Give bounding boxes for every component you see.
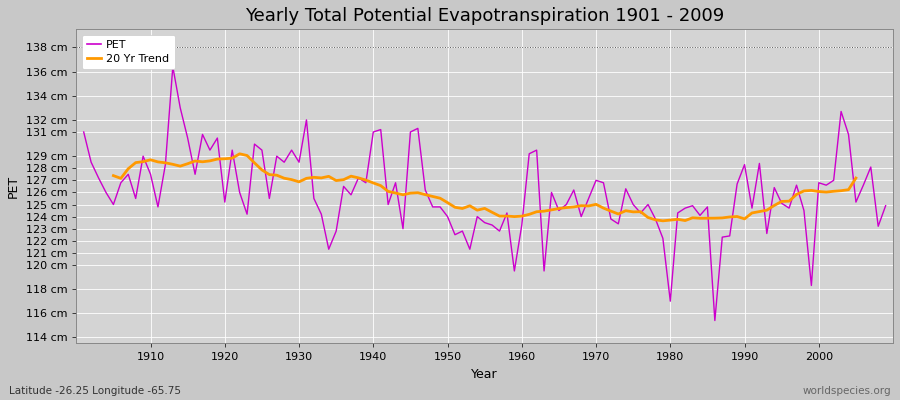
Y-axis label: PET: PET xyxy=(7,175,20,198)
Text: Latitude -26.25 Longitude -65.75: Latitude -26.25 Longitude -65.75 xyxy=(9,386,181,396)
Text: worldspecies.org: worldspecies.org xyxy=(803,386,891,396)
X-axis label: Year: Year xyxy=(472,368,498,381)
Legend: PET, 20 Yr Trend: PET, 20 Yr Trend xyxy=(82,35,175,70)
Title: Yearly Total Potential Evapotranspiration 1901 - 2009: Yearly Total Potential Evapotranspiratio… xyxy=(245,7,724,25)
